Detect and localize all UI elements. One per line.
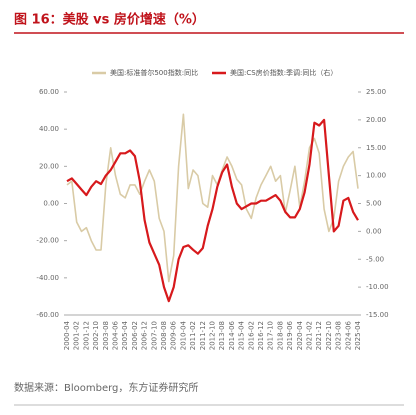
- y2-tick-label: 25.00: [366, 88, 386, 96]
- y-tick-label: -60.00: [36, 311, 59, 319]
- y2-tick-label: 10.00: [366, 172, 386, 180]
- x-tick-label: 2012-10: [209, 321, 217, 350]
- x-tick-label: 2010-04: [179, 320, 187, 350]
- y2-tick-label: 20.00: [366, 116, 386, 124]
- x-tick-label: 2023-08: [335, 321, 343, 350]
- x-tick-label: 2011-12: [199, 321, 207, 350]
- x-tick-label: 2018-08: [276, 321, 284, 350]
- legend-label: 美国:CS房价指数:季调:同比（右）: [230, 68, 337, 77]
- x-tick-label: 2017-10: [267, 321, 275, 350]
- x-tick-label: 2001-02: [73, 321, 81, 350]
- series-line: [66, 113, 359, 283]
- legend-label: 美国:标准普尔500指数:同比: [110, 68, 198, 77]
- x-tick-label: 2004-06: [112, 320, 120, 350]
- y2-tick-label: -10.00: [366, 283, 389, 291]
- x-tick-label: 2014-06: [228, 320, 236, 350]
- y-tick-label: 0.00: [43, 200, 59, 208]
- series-line: [66, 118, 359, 303]
- x-tick-label: 2022-10: [325, 321, 333, 350]
- x-tick-label: 2006-02: [131, 321, 139, 350]
- y2-tick-label: 5.00: [366, 200, 382, 208]
- x-tick-label: 2016-02: [247, 321, 255, 350]
- x-tick-label: 2024-06: [344, 320, 352, 350]
- y2-tick-label: 15.00: [366, 144, 386, 152]
- x-tick-label: 2011-02: [189, 321, 197, 350]
- source: 数据来源：Bloomberg，东方证券研究所: [14, 381, 198, 394]
- x-tick-label: 2002-10: [92, 321, 100, 350]
- x-tick-label: 2006-12: [141, 321, 149, 350]
- x-tick-label: 2019-06: [286, 320, 294, 350]
- y-tick-label: 60.00: [39, 88, 59, 96]
- x-tick-label: 2021-12: [315, 321, 323, 350]
- y2-tick-label: -15.00: [366, 311, 389, 319]
- x-tick-label: 2008-08: [160, 321, 168, 350]
- x-tick-label: 2009-06: [170, 320, 178, 350]
- y-tick-label: -20.00: [36, 237, 59, 245]
- y-tick-label: 20.00: [39, 162, 59, 170]
- x-tick-label: 2005-04: [121, 320, 129, 350]
- x-tick-label: 2025-04: [354, 320, 362, 350]
- chart-title: 图 16：美股 vs 房价增速（%）: [14, 12, 205, 28]
- x-tick-label: 2007-10: [150, 321, 158, 350]
- x-tick-label: 2003-08: [102, 321, 110, 350]
- x-tick-label: 2020-04: [296, 320, 304, 350]
- x-tick-label: 2016-12: [257, 321, 265, 350]
- y2-tick-label: -5.00: [366, 255, 384, 263]
- x-tick-label: 2013-08: [218, 321, 226, 350]
- x-tick-label: 2001-12: [82, 321, 90, 350]
- y-tick-label: 40.00: [39, 125, 59, 133]
- y-tick-label: -40.00: [36, 274, 59, 282]
- x-tick-label: 2000-04: [63, 320, 71, 350]
- x-tick-label: 2015-04: [238, 320, 246, 350]
- y2-tick-label: 0.00: [366, 227, 382, 235]
- x-tick-label: 2021-02: [306, 321, 314, 350]
